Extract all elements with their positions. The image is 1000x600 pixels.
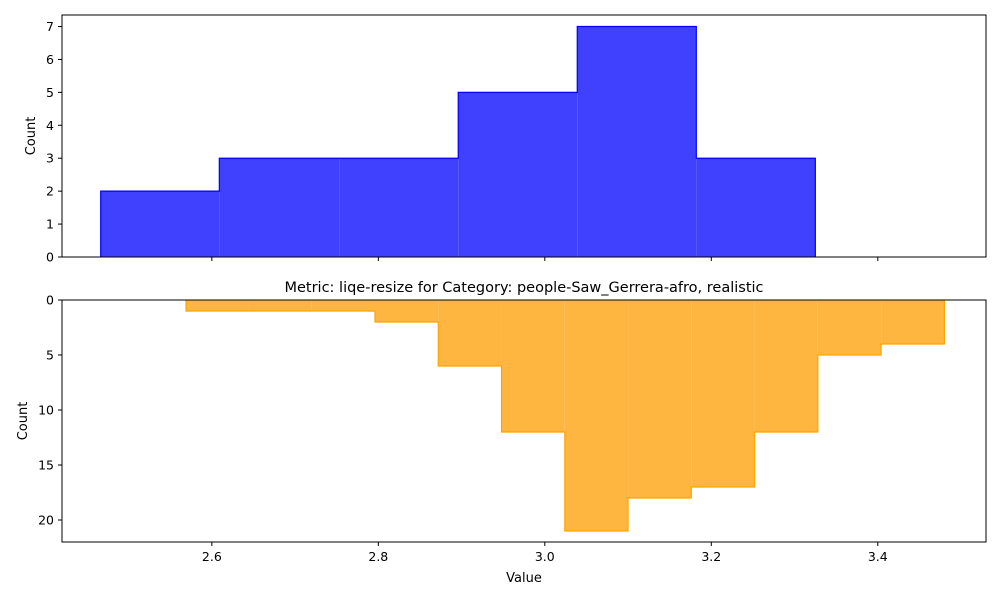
bottom-y-axis-label: Count <box>16 402 31 441</box>
top-x-axis-ticks <box>211 257 879 261</box>
top-y-tick-label: 6 <box>46 52 54 67</box>
top-y-tick-label: 0 <box>46 250 54 265</box>
bottom-x-axis-ticks: 2.6 2.8 3.0 3.2 3.4 <box>202 542 888 564</box>
bottom-histogram-bar <box>501 300 565 432</box>
top-y-tick-label: 5 <box>46 85 54 100</box>
bottom-plot-frame <box>61 299 987 543</box>
bottom-y-tick-label: 20 <box>38 513 54 528</box>
bottom-histogram-panel: Metric: liqe-resize for Category: people… <box>16 280 987 586</box>
bottom-y-tick-label: 10 <box>38 403 54 418</box>
bottom-histogram-outline <box>185 300 945 532</box>
top-y-tick-label: 7 <box>46 19 54 34</box>
bottom-histogram-bar <box>817 300 882 355</box>
bottom-y-tick-label: 15 <box>38 458 54 473</box>
top-histogram-bar <box>696 158 816 257</box>
top-histogram-bars <box>100 25 816 258</box>
top-histogram-outline <box>100 25 816 257</box>
bottom-histogram-bar <box>374 300 439 322</box>
top-histogram-bar <box>577 26 697 258</box>
top-y-axis-label: Count <box>24 117 39 156</box>
bottom-histogram-bar <box>691 300 755 487</box>
top-histogram-bar <box>219 158 340 257</box>
top-y-tick-label: 3 <box>46 151 54 166</box>
bottom-chart-title: Metric: liqe-resize for Category: people… <box>284 280 763 296</box>
top-y-axis-ticks: 0 1 2 3 4 5 6 7 <box>46 19 62 265</box>
top-histogram-bar <box>458 92 578 258</box>
bottom-histogram-bar <box>564 300 629 531</box>
top-y-tick-label: 1 <box>46 217 54 232</box>
bottom-histogram-bar <box>881 300 945 344</box>
bottom-histogram-bars <box>185 300 945 532</box>
bottom-histogram-bar <box>754 300 818 432</box>
top-y-tick-label: 2 <box>46 184 54 199</box>
bottom-histogram-bar <box>248 300 312 311</box>
bottom-x-tick-label: 2.8 <box>368 549 388 564</box>
bottom-x-tick-label: 3.0 <box>535 549 555 564</box>
top-y-tick-label: 4 <box>46 118 54 133</box>
bottom-x-axis-label: Value <box>506 571 542 586</box>
bottom-y-axis-ticks: 0 5 10 15 20 <box>38 293 62 528</box>
bottom-x-tick-label: 3.2 <box>701 549 721 564</box>
bottom-histogram-bar <box>311 300 375 311</box>
bottom-x-tick-label: 3.4 <box>868 549 888 564</box>
top-plot-frame <box>61 14 987 258</box>
top-histogram-bar <box>100 191 220 257</box>
bottom-histogram-bar <box>186 300 249 311</box>
bottom-y-tick-label: 0 <box>46 293 54 308</box>
bottom-x-tick-label: 2.6 <box>202 549 222 564</box>
bottom-histogram-bar <box>628 300 692 498</box>
top-histogram-panel: 0 1 2 3 4 5 6 7 Count <box>24 14 987 265</box>
bottom-histogram-bar <box>438 300 502 366</box>
bottom-y-tick-label: 5 <box>46 348 54 363</box>
top-histogram-bar <box>339 158 459 257</box>
